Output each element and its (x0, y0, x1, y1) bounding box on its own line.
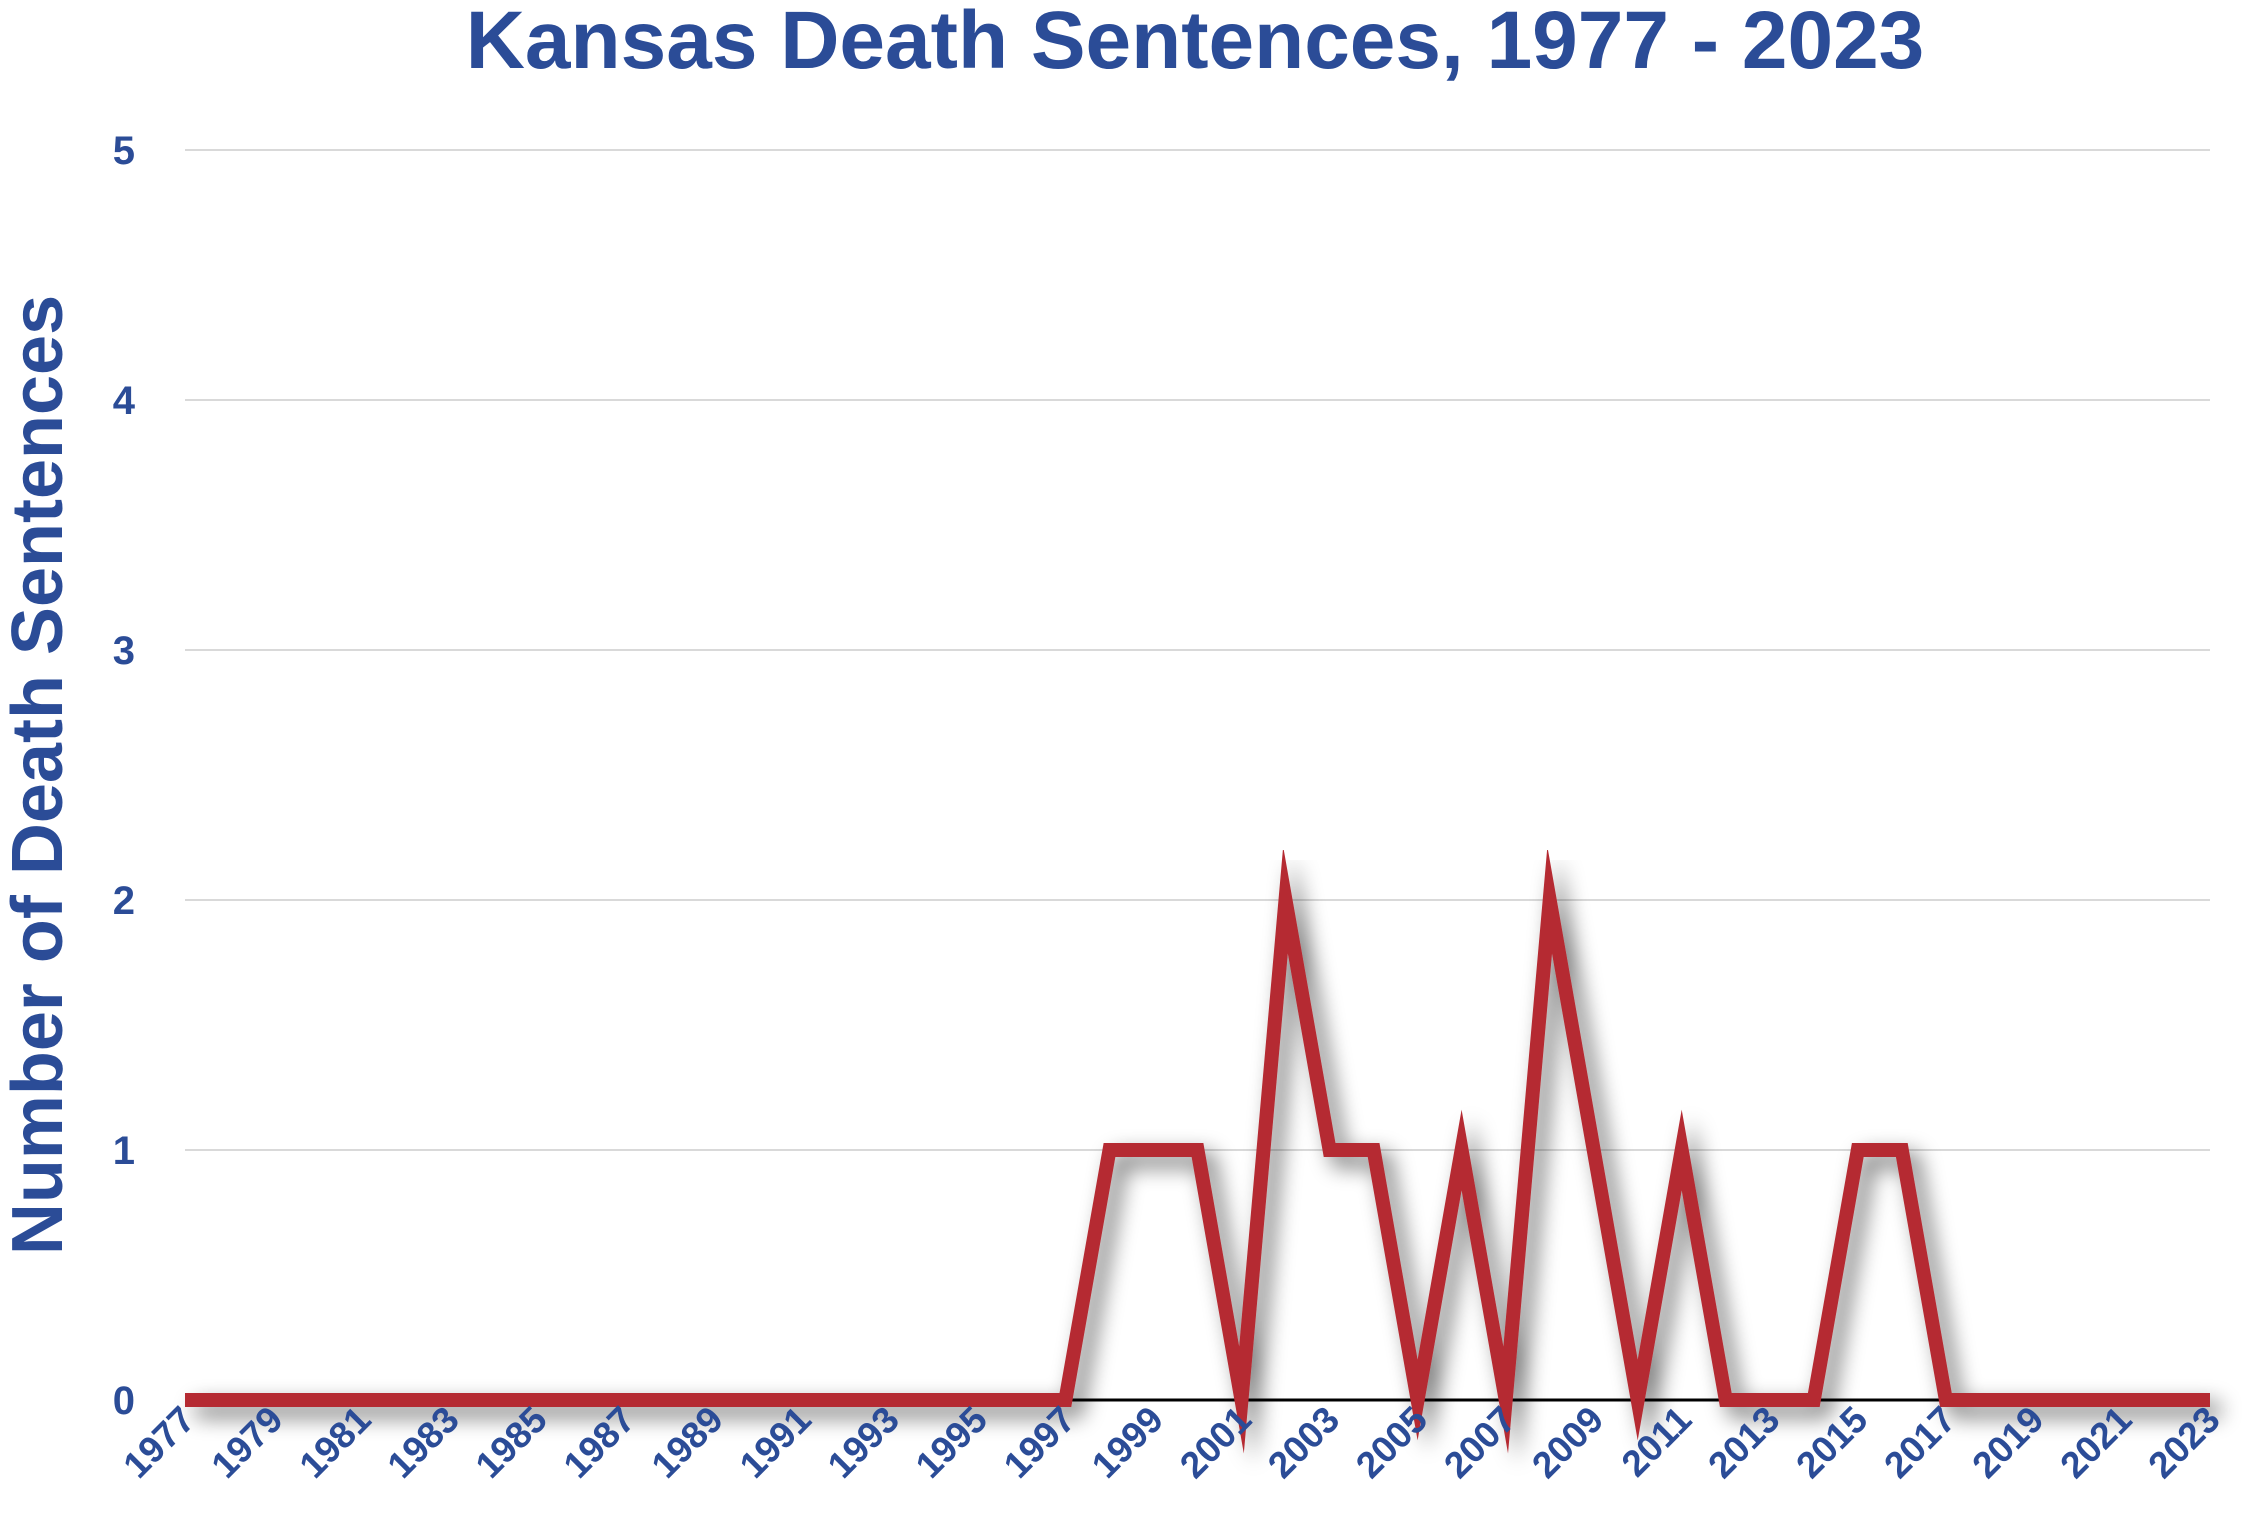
series-group (178, 846, 2217, 1454)
y-tick-label: 1 (113, 1129, 135, 1173)
data-point-1982 (398, 1393, 412, 1407)
data-point-2000 (1191, 1143, 1205, 1157)
x-tick-label: 1997 (996, 1399, 1083, 1486)
x-tick-label: 1985 (468, 1399, 555, 1486)
data-point-1993 (882, 1393, 896, 1407)
data-point-1989 (706, 1393, 720, 1407)
data-point-1986 (574, 1393, 588, 1407)
data-point-2008 (1543, 893, 1557, 907)
data-point-2020 (2071, 1393, 2085, 1407)
x-tick-label: 2013 (1700, 1399, 1787, 1486)
chart-title: Kansas Death Sentences, 1977 - 2023 (466, 0, 1925, 86)
x-tick-label: 1991 (732, 1399, 819, 1486)
data-point-2003 (1323, 1143, 1337, 1157)
data-point-1984 (486, 1393, 500, 1407)
y-tick-label: 2 (113, 879, 135, 923)
data-point-1985 (530, 1393, 544, 1407)
data-point-2004 (1367, 1143, 1381, 1157)
data-point-1990 (750, 1393, 764, 1407)
y-axis-label: Number of Death Sentences (0, 295, 78, 1255)
data-point-2019 (2027, 1393, 2041, 1407)
data-point-1988 (662, 1393, 676, 1407)
x-tick-label: 2017 (1876, 1399, 1963, 1486)
y-tick-label: 5 (113, 129, 135, 173)
data-point-1992 (838, 1393, 852, 1407)
data-point-2001 (1235, 1393, 1249, 1407)
y-tick-label: 0 (113, 1379, 135, 1423)
x-tick-label: 2003 (1260, 1399, 1347, 1486)
x-tick-label: 1999 (1084, 1399, 1171, 1486)
data-point-1999 (1147, 1143, 1161, 1157)
data-point-1994 (926, 1393, 940, 1407)
data-point-1980 (310, 1393, 324, 1407)
x-tick-label: 2019 (1964, 1399, 2051, 1486)
data-point-1981 (354, 1393, 368, 1407)
data-point-1998 (1103, 1143, 1117, 1157)
x-tick-label: 2015 (1788, 1399, 1875, 1486)
data-point-2002 (1279, 893, 1293, 907)
data-point-2017 (1939, 1393, 1953, 1407)
data-point-2013 (1763, 1393, 1777, 1407)
x-tick-label: 2009 (1524, 1399, 1611, 1486)
data-point-2012 (1719, 1393, 1733, 1407)
data-point-1991 (794, 1393, 808, 1407)
x-tick-label: 2023 (2140, 1399, 2227, 1486)
data-point-2009 (1587, 1143, 1601, 1157)
data-point-1983 (442, 1393, 456, 1407)
data-point-1995 (970, 1393, 984, 1407)
data-point-1987 (618, 1393, 632, 1407)
data-point-2021 (2115, 1393, 2129, 1407)
data-point-2014 (1807, 1393, 1821, 1407)
x-tick-label: 2011 (1614, 1399, 1700, 1485)
data-point-1977 (178, 1393, 192, 1407)
x-tick-label: 1979 (204, 1399, 291, 1486)
x-tick-label: 1995 (908, 1399, 995, 1486)
data-point-1997 (1058, 1393, 1072, 1407)
x-tick-label: 2021 (2052, 1399, 2139, 1486)
data-point-2006 (1455, 1143, 1469, 1157)
x-tick-label: 1989 (644, 1399, 731, 1486)
gridlines (185, 149, 2210, 1151)
data-point-2016 (1895, 1143, 1909, 1157)
data-point-2005 (1411, 1393, 1425, 1407)
data-point-2022 (2159, 1393, 2173, 1407)
data-point-1996 (1014, 1393, 1028, 1407)
x-tick-label: 1987 (556, 1399, 643, 1486)
series-line-0 (185, 846, 2210, 1454)
data-point-2007 (1499, 1393, 1513, 1407)
x-tick-labels: 1977 1979 1981 1983 1985 1987 1989 1991 1993 1995… (115, 1399, 2227, 1486)
y-tick-label: 3 (113, 629, 135, 673)
data-point-2023 (2203, 1393, 2217, 1407)
data-point-2015 (1851, 1143, 1865, 1157)
x-tick-label: 1983 (380, 1399, 467, 1486)
y-tick-labels: 0 1 2 3 4 5 (113, 129, 136, 1423)
data-point-1979 (266, 1393, 280, 1407)
x-tick-label: 1981 (292, 1399, 379, 1486)
x-tick-label: 1993 (820, 1399, 907, 1486)
data-point-1978 (222, 1393, 236, 1407)
y-tick-label: 4 (113, 379, 136, 423)
data-point-2011 (1675, 1143, 1689, 1157)
data-point-2018 (1983, 1393, 1997, 1407)
data-point-2010 (1631, 1393, 1645, 1407)
